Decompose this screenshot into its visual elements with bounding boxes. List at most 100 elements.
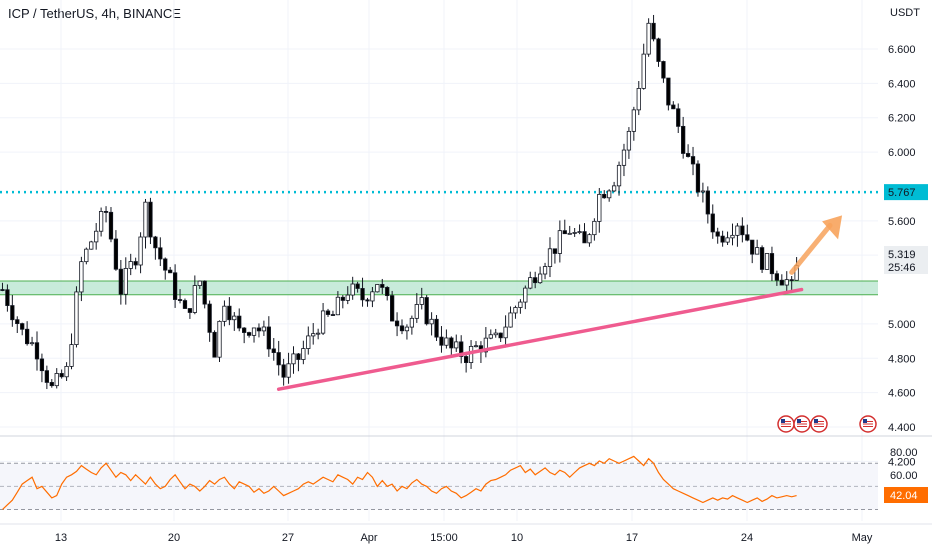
last-price-label: 5.319: [888, 249, 916, 261]
candle-down: [266, 326, 271, 350]
candle-down: [582, 231, 587, 244]
candle-up: [518, 301, 523, 308]
candle-down: [281, 364, 286, 378]
candle-down: [182, 300, 188, 309]
interval-label[interactable]: 4h: [101, 6, 116, 21]
candle-up: [69, 344, 74, 367]
candle-down: [759, 247, 765, 270]
time-axis-tick: 17: [626, 532, 638, 544]
candle-down: [434, 318, 439, 338]
exchange-label: BINANCE: [123, 6, 181, 21]
candle-up: [370, 291, 375, 302]
candle-up: [64, 365, 69, 378]
candle-up: [306, 335, 311, 349]
candle-up: [735, 225, 740, 236]
candle-up: [567, 232, 572, 235]
flag-icon-canton: [814, 419, 818, 423]
flag-icon: [810, 415, 828, 433]
candle-down: [740, 225, 745, 236]
candle-up: [409, 317, 414, 328]
candle-up: [74, 291, 79, 346]
last-price-badge: [884, 246, 928, 274]
candle-up: [764, 253, 770, 270]
candle-down: [172, 272, 178, 300]
candle-down: [399, 325, 405, 332]
candle-down: [449, 337, 454, 349]
candle-down: [690, 156, 696, 165]
candle-up: [444, 337, 449, 346]
candle-down: [769, 253, 775, 275]
time-axis-tick: May: [852, 532, 873, 544]
candle-up: [547, 248, 553, 267]
price-axis-tick: 5.000: [888, 319, 916, 331]
candle-down: [276, 352, 281, 366]
price-axis-tick: 6.200: [888, 113, 916, 125]
price-axis-tick: 6.400: [888, 78, 916, 90]
candle-down: [671, 104, 676, 110]
candle-up: [607, 190, 612, 199]
projection-arrow-head: [822, 215, 843, 240]
candle-down: [148, 201, 153, 238]
candle-up: [316, 332, 321, 335]
candle-up: [636, 88, 641, 111]
candle-down: [552, 248, 558, 254]
candle-up: [523, 287, 528, 303]
symbol-label[interactable]: ICP / TetherUS: [8, 6, 95, 21]
candle-up: [79, 261, 84, 293]
candle-down: [789, 279, 794, 282]
time-axis-tick: 20: [168, 532, 180, 544]
price-axis-tick: 4.200: [888, 456, 916, 468]
candle-up: [616, 164, 622, 187]
candle-down: [390, 295, 395, 322]
price-axis-tick: 5.600: [888, 216, 916, 228]
candle-down: [340, 296, 345, 301]
candle-up: [89, 241, 94, 250]
candle-down: [256, 327, 262, 332]
candle-up: [261, 326, 267, 332]
price-axis-tick: 6.600: [888, 44, 916, 56]
rsi-value-badge: [884, 487, 928, 503]
candle-down: [325, 310, 331, 315]
candle-up: [631, 109, 636, 132]
candle-up: [222, 305, 227, 322]
flag-icon: [859, 415, 877, 433]
time-axis-tick: 13: [55, 532, 67, 544]
candle-up: [84, 248, 89, 263]
candle-down: [774, 273, 780, 281]
candle-down: [212, 331, 217, 358]
resistance-price-label: 5.767: [888, 187, 916, 199]
time-axis-tick: 24: [741, 532, 753, 544]
candle-up: [311, 333, 316, 337]
candle-down: [237, 315, 242, 329]
rsi-axis-tick: 60.00: [890, 470, 918, 482]
candle-up: [488, 334, 493, 339]
candle-up: [143, 201, 148, 238]
candle-up: [345, 294, 350, 301]
candle-down: [533, 277, 538, 284]
candle-down: [394, 320, 400, 327]
rsi-axis-tick: 80.00: [890, 447, 918, 459]
candle-up: [572, 232, 577, 234]
candle-down: [562, 230, 567, 235]
candle-down: [246, 332, 252, 336]
candle-up: [646, 22, 651, 55]
candle-down: [750, 239, 755, 255]
candle-up: [513, 307, 518, 314]
candle-down: [133, 261, 138, 266]
candle-down: [720, 235, 725, 243]
candle-up: [493, 332, 498, 336]
resistance-price-badge: [884, 184, 928, 201]
candle-down: [59, 373, 64, 378]
candle-up: [192, 285, 197, 313]
price-axis-tick: 4.600: [888, 388, 916, 400]
candle-down: [745, 234, 750, 241]
candle-down: [153, 236, 158, 249]
candle-down: [705, 190, 710, 215]
candle-up: [404, 326, 410, 332]
countdown-label: 25:46: [888, 262, 916, 274]
candles: [0, 14, 799, 390]
candle-down: [187, 308, 193, 313]
candle-up: [98, 211, 104, 232]
flag-icon-canton: [781, 419, 785, 423]
